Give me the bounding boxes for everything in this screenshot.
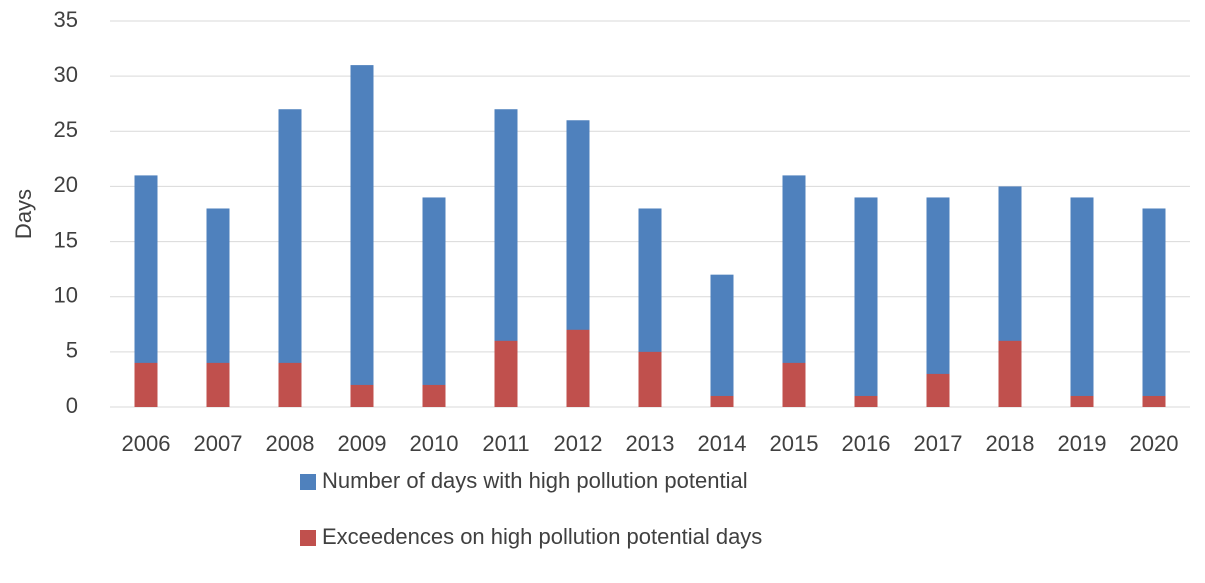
x-tick-label: 2010 [410,431,459,456]
bar [782,175,806,407]
bar [494,340,518,407]
x-tick-label: 2009 [338,431,387,456]
bar [422,384,446,407]
bar [1142,208,1166,407]
bar [206,362,230,407]
x-tick-label: 2006 [122,431,171,456]
legend-swatch [300,530,316,546]
bar [1070,395,1094,407]
x-tick-label: 2012 [554,431,603,456]
y-tick-label: 25 [54,117,78,142]
y-tick-label: 35 [54,7,78,32]
y-tick-label: 5 [66,338,78,363]
legend-label: Exceedences on high pollution potential … [322,524,762,549]
x-tick-label: 2020 [1130,431,1179,456]
x-tick-label: 2011 [482,431,529,456]
x-tick-label: 2018 [986,431,1035,456]
x-tick-label: 2019 [1058,431,1107,456]
legend-label: Number of days with high pollution poten… [322,468,748,493]
bar [1142,395,1166,407]
bar [782,362,806,407]
x-tick-label: 2017 [914,431,963,456]
bar [926,197,950,407]
bar [350,384,374,407]
bar [422,197,446,407]
y-tick-label: 20 [54,172,78,197]
x-tick-label: 2014 [698,431,747,456]
x-tick-label: 2007 [194,431,243,456]
bar [134,362,158,407]
x-tick-label: 2015 [770,431,819,456]
x-tick-label: 2013 [626,431,675,456]
bar [710,274,734,407]
y-tick-label: 15 [54,227,78,252]
x-tick-label: 2008 [266,431,315,456]
y-tick-label: 10 [54,283,78,308]
bar [134,175,158,407]
bar [350,65,374,407]
x-tick-label: 2016 [842,431,891,456]
y-tick-label: 0 [66,393,78,418]
bar [1070,197,1094,407]
bar [278,362,302,407]
y-tick-label: 30 [54,62,78,87]
legend-swatch [300,474,316,490]
bar [638,351,662,407]
bar [494,109,518,407]
bar [854,395,878,407]
bar [278,109,302,407]
bar [206,208,230,407]
bar [854,197,878,407]
bar [998,340,1022,407]
y-axis-title: Days [11,189,36,239]
bar [566,329,590,407]
bar [710,395,734,407]
bar [926,373,950,407]
